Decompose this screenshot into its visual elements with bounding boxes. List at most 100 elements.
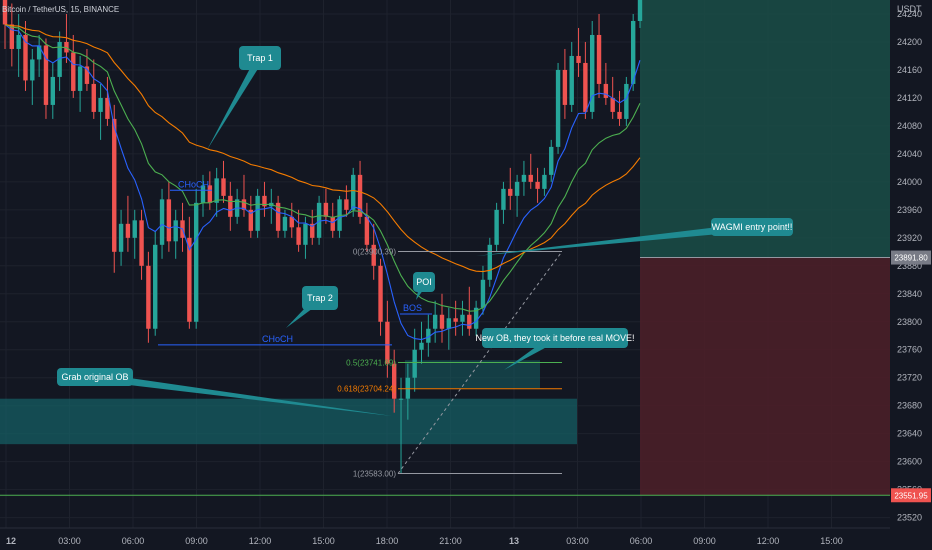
- price-tick: 23880: [897, 261, 922, 271]
- profit-zone: [640, 0, 890, 258]
- candle-body: [36, 45, 42, 60]
- candle-body: [275, 202, 281, 231]
- stop-price-label: 23551.95: [894, 491, 928, 500]
- candle-body: [473, 307, 479, 329]
- candle-body: [617, 111, 622, 119]
- candle-body: [112, 118, 117, 252]
- candle-body: [501, 188, 506, 210]
- candle-body: [262, 195, 267, 207]
- price-axis-bg[interactable]: [890, 0, 932, 550]
- candle-body: [132, 220, 137, 238]
- price-tick: 23760: [897, 345, 922, 355]
- candle-body: [57, 41, 62, 77]
- price-tick: 24120: [897, 93, 922, 103]
- candle-body: [398, 398, 404, 400]
- candle-body: [364, 216, 370, 245]
- choch-label-2: CHoCH: [262, 334, 293, 344]
- price-tick: 24000: [897, 177, 922, 187]
- candle-body: [187, 237, 192, 322]
- candle-body: [248, 209, 254, 231]
- candle-body: [467, 314, 472, 329]
- candle-body: [562, 69, 568, 105]
- price-tick: 23960: [897, 205, 922, 215]
- fib-level-label: 0.5(23741.69): [346, 359, 396, 368]
- entry-price-label: 23891.80: [894, 254, 928, 263]
- loss-zone: [640, 257, 890, 496]
- time-tick: 15:00: [312, 536, 335, 546]
- zones: [0, 0, 890, 496]
- candle-body: [460, 314, 465, 322]
- candle-body: [487, 244, 492, 280]
- candle-body: [125, 223, 131, 238]
- callout-box: [302, 286, 338, 310]
- candle-body: [378, 265, 383, 322]
- candle-body: [596, 34, 602, 84]
- candle-body: [528, 174, 533, 182]
- price-tick: 24240: [897, 9, 922, 19]
- callout-box: [711, 218, 793, 236]
- stop-price-box: [891, 488, 931, 503]
- callout-pointer: [94, 373, 392, 416]
- callout-text: Trap 1: [247, 53, 273, 63]
- time-axis: 12 03:00 06:00 09:00 12:00 15:00 18:00 21:00 13 0…: [6, 536, 843, 546]
- candle-body: [603, 83, 609, 98]
- fib-level-label: 0.618(23704.24): [337, 385, 396, 394]
- price-tick: 23800: [897, 317, 922, 327]
- candle-body: [289, 216, 294, 228]
- callout-text: POI: [416, 277, 432, 287]
- price-tick: 23600: [897, 457, 922, 467]
- candle-body: [139, 220, 144, 266]
- choch-label-1: CHoCH: [178, 179, 209, 189]
- candle-body: [610, 97, 615, 112]
- candle-body: [508, 188, 513, 196]
- time-tick: 09:00: [185, 536, 208, 546]
- callout-pointer: [476, 223, 753, 256]
- candle-body: [9, 24, 15, 49]
- bos-label: BOS: [403, 303, 422, 313]
- ma-slow-line: [4, 23, 641, 273]
- callout-grab-original-ob[interactable]: Grab original OB: [57, 368, 392, 416]
- candle-body: [439, 314, 445, 329]
- callout-new-ob[interactable]: New OB, they took it before real MOVE!: [475, 328, 635, 370]
- candle-body: [357, 174, 363, 217]
- candle-body: [23, 34, 28, 81]
- ma-mid-line: [4, 23, 641, 312]
- candle-body: [221, 178, 226, 196]
- candle-body: [91, 83, 96, 112]
- callout-pointer: [207, 56, 264, 151]
- candle-body: [98, 97, 103, 112]
- callout-trap-2[interactable]: Trap 2: [286, 286, 338, 328]
- callout-text: New OB, they took it before real MOVE!: [475, 333, 634, 343]
- time-tick: 03:00: [58, 536, 81, 546]
- fib-level-label: 1(23583.00): [353, 470, 396, 479]
- candle-body: [50, 76, 55, 105]
- candle-body: [542, 174, 547, 189]
- candle-body: [521, 174, 527, 182]
- candle-body: [118, 223, 124, 252]
- candle-body: [412, 349, 417, 378]
- candle-body: [255, 195, 260, 231]
- candle-body: [576, 55, 581, 63]
- candle-body: [241, 199, 247, 210]
- time-axis-bg[interactable]: [0, 528, 932, 550]
- time-tick: 21:00: [439, 536, 462, 546]
- candle-body: [310, 223, 315, 238]
- ma-fast-line: [4, 24, 641, 341]
- candle-body: [200, 185, 206, 203]
- price-tick: 23680: [897, 401, 922, 411]
- candle-body: [351, 174, 356, 210]
- annotations: CHoCH CHoCH BOS 0(23900.39) 0.5(23741.69) 0.6…: [57, 46, 793, 479]
- callout-trap-1[interactable]: Trap 1: [207, 46, 281, 151]
- candle-body: [30, 59, 35, 81]
- time-tick: 12:00: [249, 536, 272, 546]
- candle-body: [228, 195, 233, 217]
- callout-wagmi-entry[interactable]: WAGMI entry point!!: [476, 218, 793, 256]
- candle-body: [371, 244, 376, 266]
- fib-level-label: 0(23900.39): [353, 248, 396, 257]
- original-ob-zone: [0, 398, 577, 445]
- callout-poi[interactable]: POI: [413, 272, 435, 300]
- callout-text: Trap 2: [307, 293, 333, 303]
- candle-body: [446, 318, 452, 329]
- candle-body: [555, 69, 561, 147]
